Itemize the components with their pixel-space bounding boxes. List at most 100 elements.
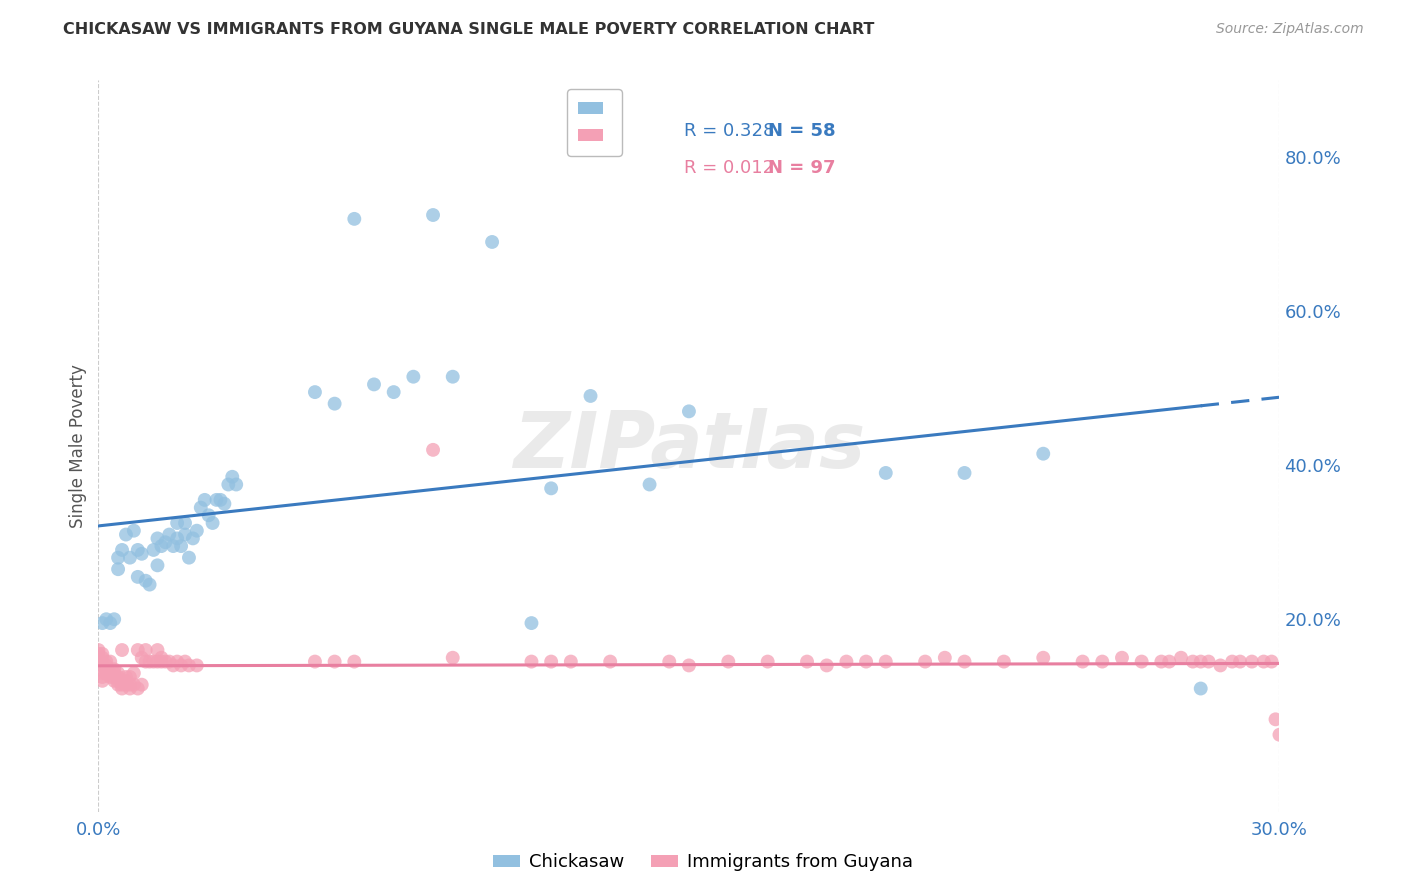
Point [323,397,346,411]
Point [201,516,224,530]
Point [115,527,138,541]
Point [174,655,197,669]
Point [162,539,184,553]
Point [225,477,247,491]
Point [214,497,236,511]
Point [166,532,188,546]
Point [150,539,173,553]
Point [135,655,157,669]
Point [914,655,936,669]
Point [96,612,118,626]
Point [953,655,976,669]
Text: R = 0.012: R = 0.012 [683,159,773,177]
Point [118,678,141,692]
Point [579,389,602,403]
Point [107,666,129,681]
Point [658,655,681,669]
Text: ZIPatlas: ZIPatlas [513,408,865,484]
Point [91,666,114,681]
Point [98,670,121,684]
Point [599,655,621,669]
Point [96,655,118,669]
Point [170,658,193,673]
Point [520,655,543,669]
Point [186,658,208,673]
Point [127,681,149,696]
Point [103,670,125,684]
Point [103,612,125,626]
Point [934,650,956,665]
Point [118,681,141,696]
Point [146,655,169,669]
Point [115,670,138,684]
Point [135,574,157,588]
Point [855,655,877,669]
Point [197,508,219,523]
Y-axis label: Single Male Poverty: Single Male Poverty [69,364,87,528]
Point [111,643,134,657]
Point [87,643,110,657]
Point [107,678,129,692]
Point [127,570,149,584]
Point [1130,655,1153,669]
Point [131,547,153,561]
Point [796,655,818,669]
Point [1189,655,1212,669]
Point [146,558,169,573]
Point [122,666,145,681]
Text: Source: ZipAtlas.com: Source: ZipAtlas.com [1216,22,1364,37]
Point [155,655,177,669]
Point [127,643,149,657]
Point [186,524,208,538]
Point [304,655,326,669]
Point [107,673,129,688]
Text: N = 58: N = 58 [768,122,835,140]
Point [150,650,173,665]
Point [177,658,200,673]
Point [1253,655,1275,669]
Point [166,655,188,669]
Point [122,678,145,692]
Point [343,211,366,226]
Point [138,577,160,591]
Point [1032,447,1054,461]
Point [96,658,118,673]
Point [1159,655,1181,669]
Point [323,655,346,669]
Point [91,650,114,665]
Point [87,647,110,661]
Point [717,655,740,669]
Point [91,616,114,631]
Point [127,543,149,558]
Point [91,658,114,673]
Point [181,532,204,546]
Point [157,527,180,541]
Point [953,466,976,480]
Point [363,377,385,392]
Point [98,616,121,631]
Point [1032,650,1054,665]
Point [1268,728,1291,742]
Point [1260,655,1282,669]
Point [304,385,326,400]
Point [638,477,661,491]
Point [91,647,114,661]
Point [1198,655,1220,669]
Point [194,492,217,507]
Point [103,673,125,688]
Point [111,543,134,558]
Point [122,524,145,538]
Point [1189,681,1212,696]
Point [382,385,405,400]
Point [107,550,129,565]
Point [1150,655,1173,669]
Point [111,678,134,692]
Point [441,650,464,665]
Point [115,673,138,688]
Point [96,662,118,676]
Point [560,655,582,669]
Point [111,681,134,696]
Point [91,670,114,684]
Point [135,643,157,657]
Point [142,655,165,669]
